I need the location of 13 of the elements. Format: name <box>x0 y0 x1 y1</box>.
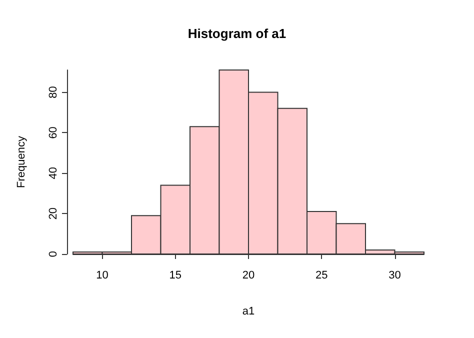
y-tick-label: 0 <box>48 250 60 258</box>
x-tick-label: 25 <box>316 270 328 282</box>
y-tick-label: 60 <box>48 126 60 139</box>
y-axis-title: Frequency <box>16 136 28 188</box>
x-tick-label: 30 <box>388 270 401 282</box>
y-tick-label: 20 <box>48 207 60 220</box>
x-axis-title: a1 <box>242 306 255 318</box>
y-tick-label: 80 <box>48 86 60 98</box>
x-tick-label: 10 <box>96 270 108 282</box>
chart-title: Histogram of a1 <box>188 26 286 41</box>
x-tick-label: 20 <box>242 270 255 282</box>
y-tick-label: 40 <box>48 166 60 180</box>
x-tick-label: 15 <box>169 270 182 282</box>
